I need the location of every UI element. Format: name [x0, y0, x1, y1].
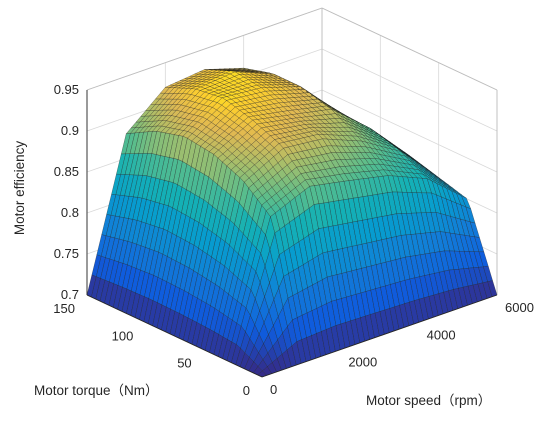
- y-axis-label: Motor torque（Nm）: [34, 383, 159, 398]
- z-tick-label: 0.95: [54, 82, 79, 97]
- z-tick-label: 0.75: [54, 246, 79, 261]
- y-tick-label: 0: [243, 383, 250, 398]
- axis-box-edge: [321, 7, 498, 91]
- x-tick-label: 2000: [348, 355, 377, 370]
- x-axis-line: [261, 294, 498, 378]
- axis-box-edge: [86, 7, 323, 91]
- z-axis-label: Motor efficiency: [12, 141, 27, 236]
- z-tick-label: 0.7: [61, 287, 79, 302]
- y-tick-label: 150: [53, 301, 75, 316]
- z-tick-label: 0.9: [61, 123, 79, 138]
- x-axis-label: Motor speed（rpm）: [366, 393, 491, 408]
- x-tick-label: 6000: [505, 300, 534, 315]
- x-tick-label: 4000: [427, 327, 456, 342]
- z-tick-label: 0.85: [54, 164, 79, 179]
- grid-line-side-wall: [321, 48, 498, 132]
- y-tick-label: 50: [177, 356, 191, 371]
- y-axis-line: [86, 294, 263, 378]
- x-tick-label: 0: [270, 382, 277, 397]
- y-tick-label: 100: [112, 328, 134, 343]
- z-tick-label: 0.8: [61, 205, 79, 220]
- axes-layer: [86, 90, 498, 378]
- grid-line-side-wall: [321, 89, 498, 173]
- surface-layer: [86, 67, 498, 378]
